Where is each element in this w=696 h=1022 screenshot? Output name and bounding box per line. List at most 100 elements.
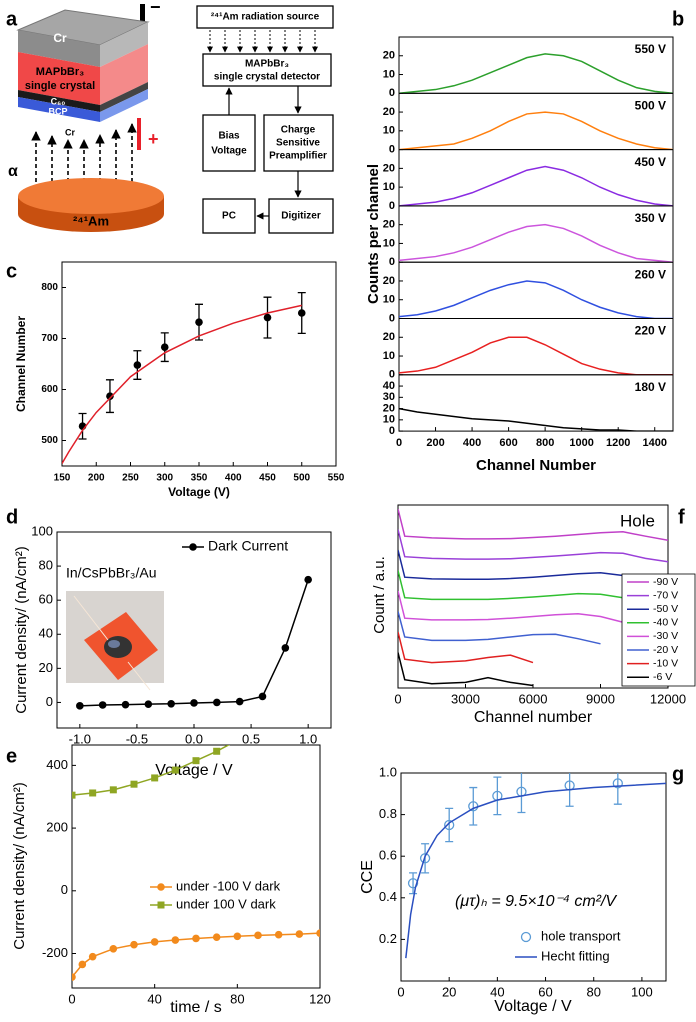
radiation-arrows <box>207 30 318 53</box>
legend-label: -70 V <box>653 589 678 601</box>
block <box>263 114 334 172</box>
plot-frame <box>398 149 674 207</box>
plot-area <box>399 165 673 206</box>
legend-label: under -100 V dark <box>176 878 281 893</box>
legend-marker <box>157 901 165 909</box>
marker <box>192 934 200 943</box>
plot-area <box>405 773 666 959</box>
marker <box>195 318 203 326</box>
annotation: In/CsPbBr₃/Au <box>66 565 157 581</box>
legend-label: Hecht fitting <box>541 948 610 963</box>
x-tick-label: 40 <box>490 984 504 999</box>
line <box>398 508 668 542</box>
y-tick-label: 20 <box>39 660 53 675</box>
marker <box>407 878 419 889</box>
marker <box>254 931 262 940</box>
x-tick-label: 800 <box>536 437 554 449</box>
marker <box>150 938 159 946</box>
chart: 0 10 20 450 V <box>383 149 674 212</box>
y-tick-label: 500 <box>41 435 58 446</box>
x-tick-label: 1200 <box>606 437 630 449</box>
x-tick-label: 0 <box>68 991 75 1006</box>
y-tick-label: 100 <box>31 523 53 538</box>
device-sketch: a − Cr MAPbBr₃ single crystal C₆₀ BCP Cr… <box>6 0 164 232</box>
y-tick-label: 0.4 <box>379 889 397 904</box>
y-tick-label: 20 <box>383 402 395 414</box>
line <box>398 652 534 687</box>
annotation: 180 V <box>635 380 666 394</box>
marker <box>130 940 138 949</box>
minus-sign: − <box>150 0 161 17</box>
x-tick-label: 100 <box>631 984 653 999</box>
legend-label: -90 V <box>653 576 678 588</box>
cr-layer-side <box>100 22 148 67</box>
x-tick-label: 0 <box>396 437 402 449</box>
marker <box>121 700 130 709</box>
plot-frame <box>400 772 667 982</box>
y-tick-label: 20 <box>383 219 395 231</box>
y-tick-label: 400 <box>46 757 68 772</box>
x-axis-label: Voltage / V <box>494 998 572 1015</box>
x-tick-label: 0 <box>397 984 404 999</box>
plot-area <box>72 745 320 981</box>
block <box>202 114 256 172</box>
x-tick-label: 200 <box>426 437 444 449</box>
plus-sign: + <box>148 129 159 149</box>
panel-label: e <box>6 745 17 767</box>
y-tick-label: 10 <box>383 414 395 426</box>
error-bar <box>445 807 454 843</box>
line <box>398 549 646 583</box>
marker <box>130 780 138 788</box>
layer-label: Cr <box>53 31 67 45</box>
legend-label: -6 V <box>653 671 672 683</box>
y-tick-label: 0.2 <box>379 931 397 946</box>
y-tick-label: 10 <box>383 237 395 249</box>
block-label: PC <box>222 211 236 222</box>
x-axis-label: time / s <box>170 999 222 1016</box>
chart: 0 10 20 500 V <box>383 92 674 156</box>
bcp-layer-side <box>100 89 148 122</box>
line <box>399 165 673 206</box>
y-tick-label: 10 <box>383 181 395 193</box>
error-bar <box>565 773 574 807</box>
error-bar <box>493 776 502 816</box>
y-tick-label: 1.0 <box>379 764 397 779</box>
marker <box>72 973 76 981</box>
marker <box>274 930 283 939</box>
legend-label: -20 V <box>653 644 678 656</box>
legend-marker <box>189 543 197 551</box>
source-label: ²⁴¹Am <box>73 213 109 228</box>
x-tick-label: 500 <box>293 473 310 484</box>
line <box>399 223 673 263</box>
photo-wire <box>73 595 109 641</box>
marker <box>76 702 84 710</box>
plot-area <box>62 291 306 464</box>
plot-frame <box>398 92 674 151</box>
x-tick-label: 60 <box>538 984 552 999</box>
line <box>399 280 673 319</box>
block-label: ²⁴¹Am radiation source <box>211 12 320 23</box>
alpha-label: α <box>8 163 18 180</box>
marker <box>233 932 242 941</box>
marker <box>258 692 267 701</box>
annotation: 500 V <box>635 98 666 112</box>
x-tick-label: 20 <box>442 984 456 999</box>
chart: 0 20 40 60 80 100 0.2 0.4 0.6 0.8 1.0 Voltage / V CC… <box>359 763 684 1015</box>
line <box>398 631 534 664</box>
error-bar <box>409 872 418 895</box>
y-tick-label: 0 <box>389 369 395 381</box>
x-tick-label: 0.5 <box>242 731 260 746</box>
x-tick-label: 40 <box>147 991 161 1006</box>
marker <box>106 392 114 400</box>
block <box>196 5 334 29</box>
line <box>62 304 302 464</box>
line <box>399 407 673 432</box>
error-bar <box>613 773 622 805</box>
y-axis-label: Channel Number <box>14 316 28 412</box>
plot-frame <box>61 261 337 467</box>
annotation: 550 V <box>635 42 666 56</box>
y-tick-label: 0 <box>389 144 395 156</box>
layer-label: C₆₀ <box>51 96 66 106</box>
x-tick-label: -1.0 <box>69 731 91 746</box>
